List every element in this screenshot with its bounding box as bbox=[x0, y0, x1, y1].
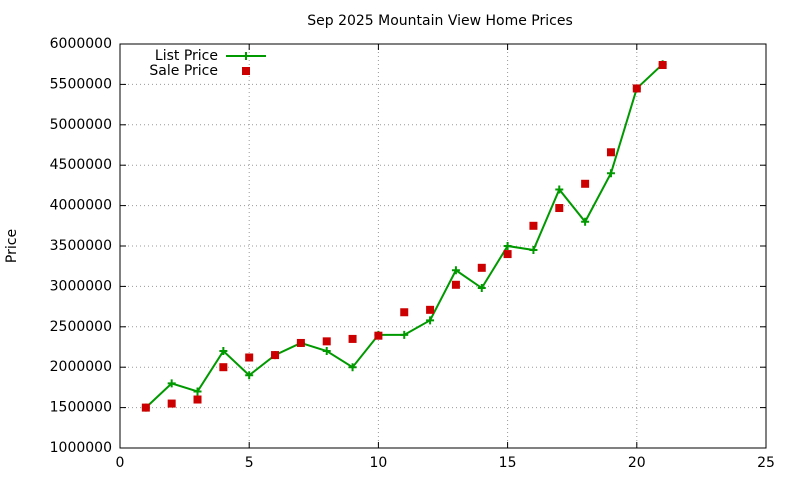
point-marker bbox=[426, 316, 435, 325]
y-tick-label: 3000000 bbox=[50, 278, 112, 294]
point-marker bbox=[400, 330, 409, 339]
legend-label: Sale Price bbox=[149, 63, 218, 79]
y-tick-label: 4500000 bbox=[50, 157, 112, 173]
point-marker bbox=[503, 242, 512, 250]
y-tick-label: 1000000 bbox=[50, 440, 112, 456]
chart-title: Sep 2025 Mountain View Home Prices bbox=[307, 13, 573, 29]
point-marker bbox=[451, 266, 460, 275]
legend-marker bbox=[242, 52, 250, 60]
point-marker bbox=[245, 371, 254, 380]
point-marker bbox=[322, 347, 331, 356]
y-tick-label: 3500000 bbox=[50, 238, 112, 254]
y-tick-label: 1500000 bbox=[50, 400, 112, 416]
point-marker bbox=[167, 379, 176, 388]
y-tick-label: 2500000 bbox=[50, 319, 112, 335]
point-marker bbox=[322, 337, 331, 346]
legend-label: List Price bbox=[155, 48, 218, 64]
y-tick-label: 6000000 bbox=[50, 36, 112, 52]
point-marker bbox=[400, 308, 409, 317]
y-tick-label: 4000000 bbox=[50, 198, 112, 214]
point-marker bbox=[632, 84, 641, 93]
point-marker bbox=[426, 305, 435, 314]
point-marker bbox=[658, 61, 667, 70]
point-marker bbox=[271, 351, 280, 360]
point-marker bbox=[193, 395, 202, 404]
point-marker bbox=[529, 221, 538, 230]
point-marker bbox=[245, 353, 254, 362]
x-tick-label: 15 bbox=[499, 455, 517, 471]
x-tick-label: 20 bbox=[628, 455, 646, 471]
x-tick-label: 5 bbox=[245, 455, 254, 471]
point-marker bbox=[503, 250, 512, 259]
y-tick-label: 5000000 bbox=[50, 117, 112, 133]
y-tick-label: 5500000 bbox=[50, 76, 112, 92]
point-marker bbox=[477, 284, 486, 293]
point-marker bbox=[606, 148, 615, 157]
plot-frame bbox=[119, 43, 767, 449]
x-tick-label: 10 bbox=[369, 455, 387, 471]
point-marker bbox=[606, 169, 615, 178]
point-marker bbox=[374, 331, 383, 340]
x-tick-label: 25 bbox=[757, 455, 775, 471]
point-marker bbox=[581, 217, 590, 226]
point-marker bbox=[193, 387, 202, 396]
point-marker bbox=[141, 403, 150, 412]
y-tick-label: 2000000 bbox=[50, 359, 112, 375]
point-marker bbox=[219, 363, 228, 372]
y-axis-label: Price bbox=[4, 229, 20, 263]
point-marker bbox=[219, 347, 228, 356]
point-marker bbox=[555, 185, 564, 194]
x-tick-label: 0 bbox=[116, 455, 125, 471]
point-marker bbox=[555, 204, 564, 213]
point-marker bbox=[451, 280, 460, 289]
point-marker bbox=[529, 246, 538, 255]
legend-marker bbox=[242, 67, 250, 75]
point-marker bbox=[581, 179, 590, 188]
point-marker bbox=[296, 338, 305, 347]
point-marker bbox=[348, 363, 357, 372]
point-marker bbox=[167, 399, 176, 408]
point-marker bbox=[348, 334, 357, 343]
point-marker bbox=[477, 263, 486, 272]
